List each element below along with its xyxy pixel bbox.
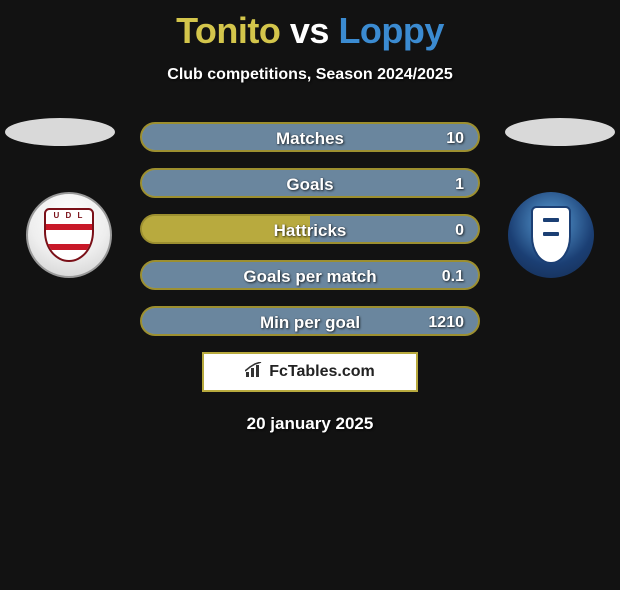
player2-name: Loppy: [338, 10, 443, 51]
player2-oval: [505, 118, 615, 146]
stat-value-right: 10: [446, 124, 464, 152]
team1-initials: U D L: [46, 211, 92, 220]
chart-icon: [245, 362, 265, 383]
stat-label: Matches: [142, 124, 478, 152]
brand-text: FcTables.com: [269, 363, 375, 381]
stat-bar: Matches10: [140, 122, 480, 152]
content-area: U D L Matches10Goals1Hattricks0Goals per…: [0, 122, 620, 434]
team1-badge: U D L: [26, 192, 112, 278]
stat-label: Hattricks: [142, 216, 478, 244]
date-text: 20 january 2025: [0, 414, 620, 434]
team2-badge: [508, 192, 594, 278]
stat-bar: Goals1: [140, 168, 480, 198]
stat-bars: Matches10Goals1Hattricks0Goals per match…: [140, 122, 480, 336]
stat-value-right: 0.1: [442, 262, 464, 290]
stat-label: Goals: [142, 170, 478, 198]
team2-crest: [531, 206, 571, 264]
stat-label: Goals per match: [142, 262, 478, 290]
page-title: Tonito vs Loppy: [0, 10, 620, 52]
stat-bar: Min per goal1210: [140, 306, 480, 336]
player1-oval: [5, 118, 115, 146]
brand-box: FcTables.com: [202, 352, 418, 392]
team1-crest: U D L: [44, 208, 94, 262]
stat-value-right: 0: [455, 216, 464, 244]
subtitle: Club competitions, Season 2024/2025: [0, 66, 620, 84]
stat-value-right: 1: [455, 170, 464, 198]
stat-value-right: 1210: [428, 308, 464, 336]
stat-bar: Hattricks0: [140, 214, 480, 244]
vs-text: vs: [290, 10, 329, 51]
player1-name: Tonito: [176, 10, 280, 51]
stat-bar: Goals per match0.1: [140, 260, 480, 290]
